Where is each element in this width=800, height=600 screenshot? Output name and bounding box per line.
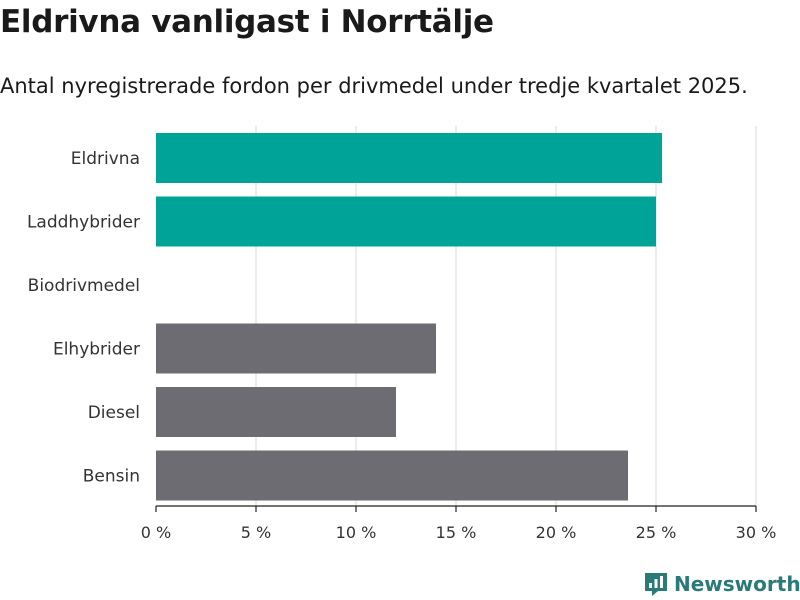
x-tick-label: 20 %: [536, 523, 577, 542]
chart-title: Eldrivna vanligast i Norrtälje: [0, 4, 494, 40]
chart-subtitle: Antal nyregistrerade fordon per drivmede…: [0, 74, 748, 98]
category-label: Elhybrider: [53, 340, 140, 360]
bar-elhybrider: [156, 323, 436, 374]
brand-name: Newsworthy: [674, 572, 800, 596]
x-tick-label: 30 %: [736, 523, 777, 542]
bar-laddhybrider: [156, 196, 656, 247]
brand-logo: Newsworthy: [644, 570, 800, 598]
bar-eldrivna: [156, 133, 662, 183]
category-label: Laddhybrider: [27, 213, 140, 233]
bar-diesel: [156, 387, 396, 437]
x-tick-label: 0 %: [141, 523, 171, 542]
category-label: Bensin: [83, 467, 140, 487]
x-tick-label: 5 %: [241, 523, 271, 542]
category-label: Eldrivna: [71, 149, 140, 169]
bar-chart: Eldrivna Laddhybrider Biodrivmedel Elhybrid…: [27, 126, 777, 542]
newsworthy-logo-icon: [645, 573, 667, 596]
x-tick-label: 15 %: [436, 523, 477, 542]
bar-bensin: [156, 450, 628, 501]
x-tick-label: 10 %: [336, 523, 377, 542]
x-tick-label: 25 %: [636, 523, 677, 542]
category-label: Diesel: [88, 403, 140, 423]
category-label: Biodrivmedel: [28, 276, 140, 296]
